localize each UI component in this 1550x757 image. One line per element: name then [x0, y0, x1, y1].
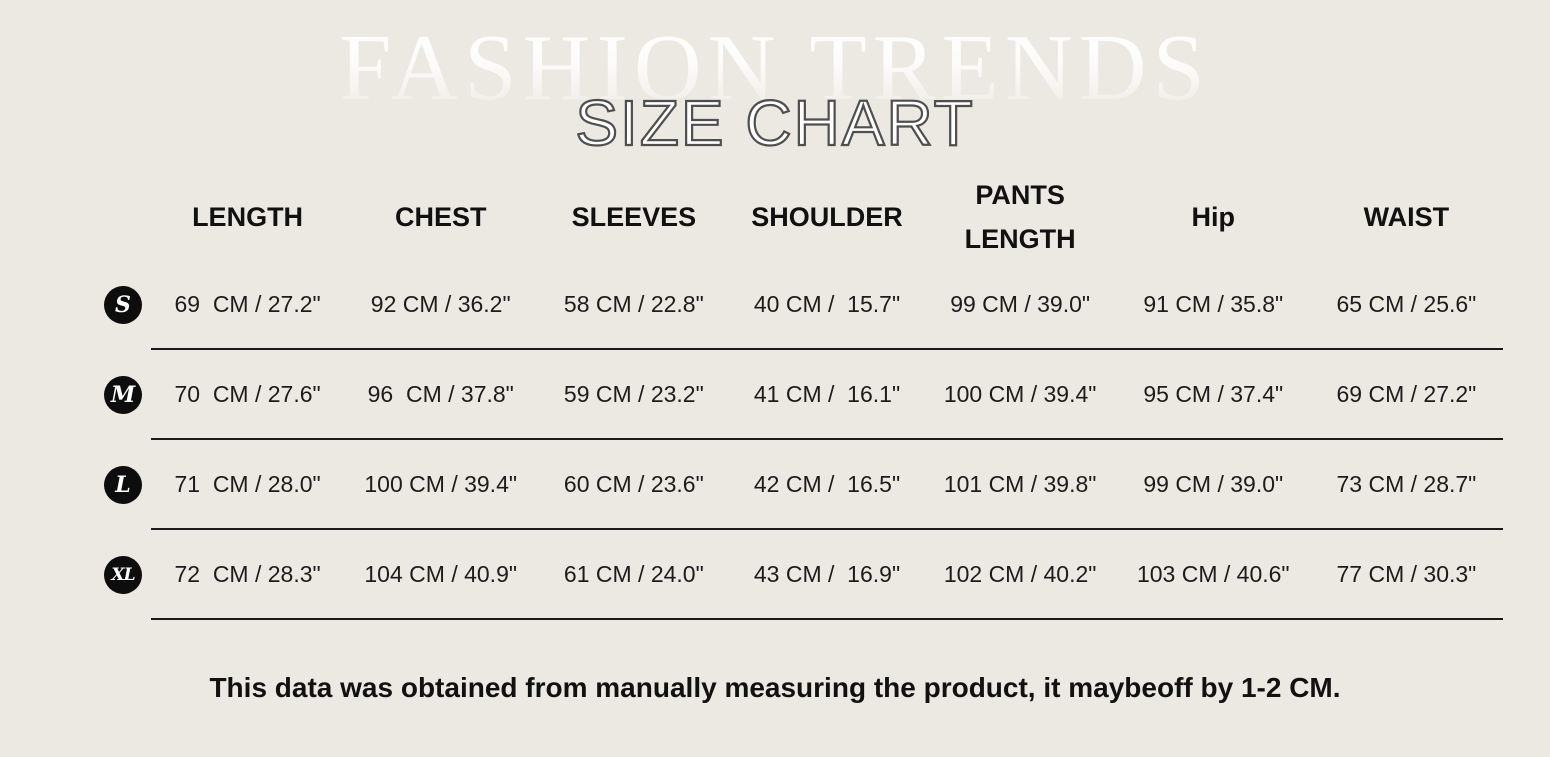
cell-waist: 77 CM / 30.3" [1336, 560, 1477, 587]
column-header-shoulder: SHOULDER [751, 201, 903, 232]
size-badge-s: S [104, 286, 142, 324]
cell-pants-length: 101 CM / 39.8" [943, 470, 1097, 497]
cell-waist: 73 CM / 28.7" [1336, 470, 1477, 497]
cell-shoulder: 43 CM / 16.9" [753, 560, 901, 587]
table-header-row: LENGTH CHEST SLEEVES SHOULDER PANTS LENG… [95, 175, 1503, 260]
cell-length: 71 CM / 28.0" [174, 470, 321, 497]
cell-sleeves: 58 CM / 22.8" [563, 290, 704, 317]
cell-sleeves: 61 CM / 24.0" [563, 560, 704, 587]
table-row-l: L 71 CM / 28.0" 100 CM / 39.4" 60 CM / 2… [95, 440, 1503, 530]
size-badge-l: L [104, 466, 142, 504]
column-header-hip: Hip [1191, 201, 1236, 232]
table-row-xl: XL 72 CM / 28.3" 104 CM / 40.9" 61 CM / … [95, 530, 1503, 620]
cell-pants-length: 99 CM / 39.0" [950, 290, 1091, 317]
cell-chest: 92 CM / 36.2" [370, 290, 511, 317]
cell-pants-length: 100 CM / 39.4" [943, 380, 1097, 407]
size-table: LENGTH CHEST SLEEVES SHOULDER PANTS LENG… [95, 175, 1503, 620]
column-header-chest: CHEST [394, 201, 487, 232]
cell-chest: 96 CM / 37.8" [367, 380, 514, 407]
cell-chest: 104 CM / 40.9" [364, 560, 518, 587]
page-title: SIZE CHART [574, 86, 975, 160]
size-badge-xl: XL [104, 556, 142, 594]
measurement-disclaimer: This data was obtained from manually mea… [209, 672, 1341, 703]
table-row-s: S 69 CM / 27.2" 92 CM / 36.2" 58 CM / 22… [95, 260, 1503, 350]
cell-hip: 91 CM / 35.8" [1143, 290, 1284, 317]
cell-length: 72 CM / 28.3" [174, 560, 321, 587]
cell-hip: 95 CM / 37.4" [1143, 380, 1284, 407]
cell-waist: 69 CM / 27.2" [1336, 380, 1477, 407]
cell-sleeves: 59 CM / 23.2" [563, 380, 704, 407]
cell-hip: 99 CM / 39.0" [1143, 470, 1284, 497]
table-row-m: M 70 CM / 27.6" 96 CM / 37.8" 59 CM / 23… [95, 350, 1503, 440]
cell-pants-length: 102 CM / 40.2" [943, 560, 1097, 587]
column-header-pants-length: PANTS LENGTH [964, 179, 1076, 254]
cell-length: 69 CM / 27.2" [174, 290, 321, 317]
cell-waist: 65 CM / 25.6" [1336, 290, 1477, 317]
cell-sleeves: 60 CM / 23.6" [563, 470, 704, 497]
cell-shoulder: 40 CM / 15.7" [753, 290, 901, 317]
column-header-length: LENGTH [192, 201, 304, 232]
cell-hip: 103 CM / 40.6" [1136, 560, 1290, 587]
cell-length: 70 CM / 27.6" [174, 380, 321, 407]
column-header-sleeves: SLEEVES [571, 201, 697, 232]
cell-shoulder: 41 CM / 16.1" [753, 380, 901, 407]
column-header-waist: WAIST [1363, 201, 1450, 232]
size-badge-m: M [104, 376, 142, 414]
cell-shoulder: 42 CM / 16.5" [753, 470, 901, 497]
cell-chest: 100 CM / 39.4" [364, 470, 518, 497]
